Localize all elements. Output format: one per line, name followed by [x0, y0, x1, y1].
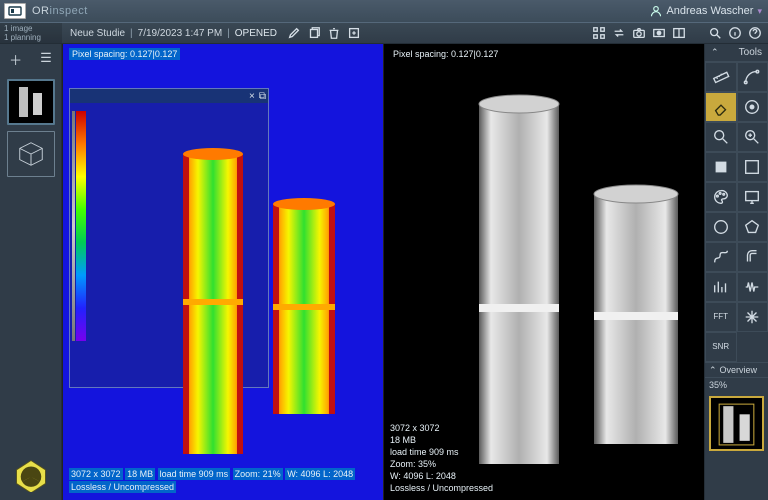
app-logo [4, 3, 26, 19]
study-info: Neue Studie | 7/19/2023 1:47 PM | OPENED [70, 28, 277, 39]
tools-header[interactable]: ⌃ Tools [705, 44, 768, 62]
viewer-colormap[interactable]: Pixel spacing: 0.127|0.127 × ⧉ [62, 44, 383, 500]
chevron-down-icon: ▾ [757, 6, 762, 17]
arc-tool[interactable] [737, 62, 768, 92]
left-sidebar: ＋ ☰ [0, 44, 62, 500]
viewer-xray[interactable]: Pixel spacing: 0.127|0.127 [383, 44, 704, 500]
user-icon [650, 5, 662, 17]
list-button[interactable]: ☰ [40, 50, 52, 69]
layout-icon[interactable] [672, 26, 686, 40]
app-title: ORinspect [32, 5, 88, 17]
swap-icon[interactable] [612, 26, 626, 40]
study-date: 7/19/2023 1:47 PM [138, 28, 223, 39]
export-icon[interactable] [347, 26, 361, 40]
delete-icon[interactable] [327, 26, 341, 40]
study-bar: 1 image 1 planning Neue Studie | 7/19/20… [0, 22, 768, 44]
3d-view-button[interactable] [7, 131, 55, 177]
chevron-up-icon: ⌃ [711, 47, 719, 58]
color-scale [76, 111, 86, 341]
study-status: OPENED [235, 28, 277, 39]
copy-icon[interactable] [307, 26, 321, 40]
popout-icon[interactable]: ⧉ [259, 91, 266, 102]
study-actions [287, 26, 361, 40]
add-button[interactable]: ＋ [9, 50, 22, 69]
colormap-rods [183, 144, 413, 474]
pixel-spacing-label: Pixel spacing: 0.127|0.127 [390, 48, 501, 60]
capture-icon[interactable] [652, 26, 666, 40]
magnify-icon[interactable] [708, 26, 722, 40]
image-count-panel: 1 image 1 planning [0, 23, 62, 43]
screen-tool[interactable] [737, 182, 768, 212]
study-name[interactable]: Neue Studie [70, 28, 125, 39]
grid-icon[interactable] [592, 26, 606, 40]
edit-icon[interactable] [287, 26, 301, 40]
user-name: Andreas Wascher [666, 5, 753, 17]
radiation-warning-icon [14, 458, 48, 492]
viewer-area: Pixel spacing: 0.127|0.127 × ⧉ [62, 44, 704, 500]
wave-tool[interactable] [737, 272, 768, 302]
title-bar: ORinspect Andreas Wascher ▾ [0, 0, 768, 22]
pixel-spacing-label: Pixel spacing: 0.127|0.127 [69, 48, 180, 60]
image-thumbnail[interactable] [7, 79, 55, 125]
info-icon[interactable] [728, 26, 742, 40]
colormap-window-titlebar[interactable]: × ⧉ [70, 89, 268, 103]
image-info-left: 3072 x 3072 18 MB load time 909 ms Zoom:… [69, 468, 383, 494]
user-menu[interactable]: Andreas Wascher ▾ [650, 5, 762, 17]
close-icon[interactable]: × [249, 91, 255, 102]
image-info-right: 3072 x 3072 18 MB load time 909 ms Zoom:… [390, 422, 493, 494]
help-icon[interactable] [748, 26, 762, 40]
target-tool[interactable] [737, 92, 768, 122]
pipe-tool[interactable] [737, 242, 768, 272]
camera-icon[interactable] [632, 26, 646, 40]
view-actions [592, 26, 762, 40]
rect-tool[interactable] [737, 152, 768, 182]
zoom-region-tool[interactable] [737, 122, 768, 152]
star-tool[interactable] [737, 302, 768, 332]
polygon-tool[interactable] [737, 212, 768, 242]
